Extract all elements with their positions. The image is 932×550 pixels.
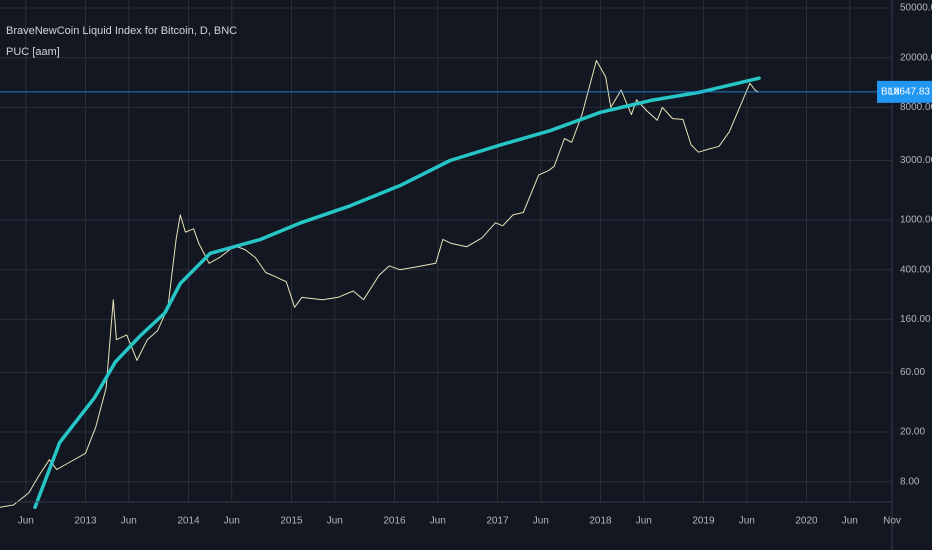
y-tick-label: 160.00 xyxy=(900,314,931,325)
x-tick-label: 2020 xyxy=(795,516,818,527)
x-tick-label: Jun xyxy=(842,516,858,527)
price-tag-value: 10647.83 xyxy=(888,86,930,97)
x-tick-label: 2013 xyxy=(74,516,97,527)
y-tick-label: 60.00 xyxy=(900,367,925,378)
series-line xyxy=(0,60,759,508)
y-tick-label: 20000.00 xyxy=(900,52,932,63)
y-tick-label: 400.00 xyxy=(900,264,931,275)
chart-title: BraveNewCoin Liquid Index for Bitcoin, D… xyxy=(6,25,237,37)
series-line xyxy=(33,76,761,509)
x-tick-label: 2018 xyxy=(589,516,612,527)
x-tick-label: Jun xyxy=(636,516,652,527)
x-tick-label: 2015 xyxy=(280,516,303,527)
x-tick-label: 2014 xyxy=(177,516,200,527)
y-tick-label: 1000.00 xyxy=(900,215,932,226)
x-tick-label: Jun xyxy=(224,516,240,527)
x-tick-label: Jun xyxy=(18,516,34,527)
y-tick-label: 50000.00 xyxy=(900,3,932,14)
x-tick-label: 2016 xyxy=(383,516,406,527)
indicator-name: PUC [aam] xyxy=(6,46,60,58)
x-tick-label: 2017 xyxy=(486,516,509,527)
x-tick-label: Jun xyxy=(533,516,549,527)
price-tag-symbol: BLX xyxy=(881,86,900,97)
y-tick-label: 20.00 xyxy=(900,427,925,438)
x-tick-label: Jun xyxy=(430,516,446,527)
price-tag xyxy=(877,80,932,103)
x-tick-label: Jun xyxy=(739,516,755,527)
x-tick-label: Jun xyxy=(327,516,343,527)
y-tick-label: 3000.00 xyxy=(900,155,932,166)
y-tick-label: 8.00 xyxy=(900,476,920,487)
x-tick-label: 2019 xyxy=(692,516,715,527)
x-tick-label: Nov xyxy=(883,516,901,527)
y-tick-label: 8000.00 xyxy=(900,102,932,113)
x-tick-label: Jun xyxy=(121,516,137,527)
